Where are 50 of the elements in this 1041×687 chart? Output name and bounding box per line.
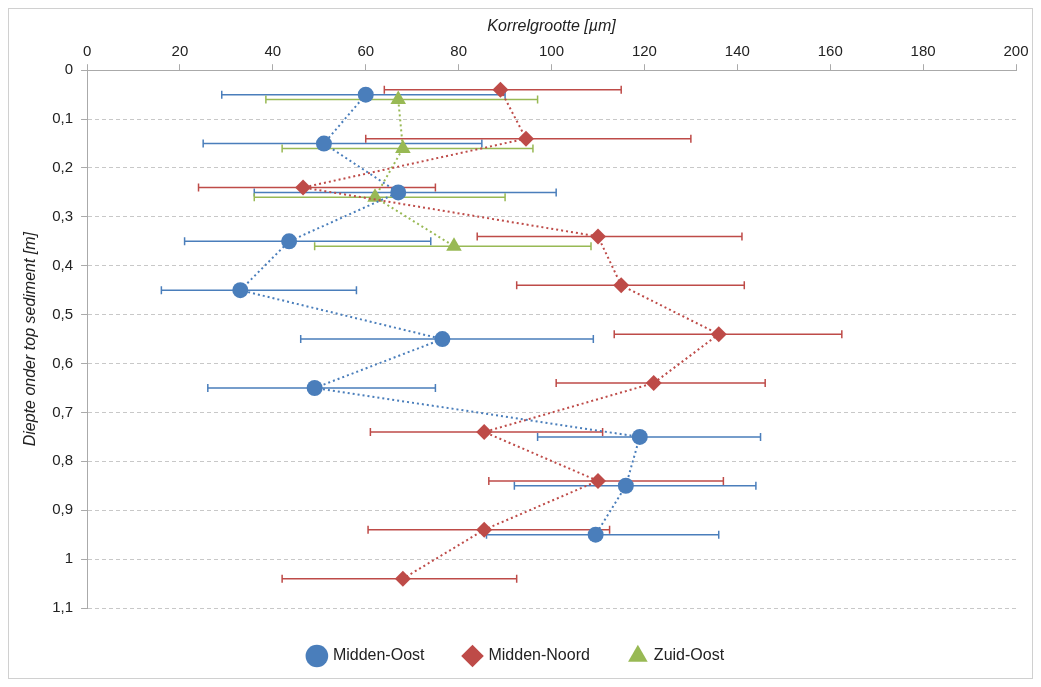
x-tick-label: 200: [1003, 42, 1029, 60]
x-tick-label: 60: [357, 42, 375, 60]
x-tick-label: 40: [264, 42, 282, 60]
point: [295, 179, 312, 196]
point: [306, 379, 323, 396]
legend-label: Midden-Oost: [332, 646, 426, 664]
y-tick-label: 0,4: [52, 255, 74, 273]
point: [315, 135, 332, 152]
x-tick-label: 160: [817, 42, 843, 60]
point: [589, 472, 606, 489]
y-tick-label: 0,5: [52, 304, 74, 322]
point: [394, 570, 411, 587]
y-tick-label: 1: [64, 549, 74, 567]
x-tick-label: 80: [450, 42, 467, 60]
point: [476, 521, 493, 538]
point: [476, 423, 493, 440]
point: [434, 331, 451, 348]
y-tick-label: 0,3: [52, 207, 74, 225]
x-tick-label: 100: [539, 42, 565, 60]
y-tick-label: 0,8: [52, 451, 74, 469]
x-axis-title: Korrelgrootte [µm]: [487, 17, 617, 35]
point: [492, 81, 509, 98]
point: [613, 277, 630, 294]
y-tick-label: 0,2: [52, 158, 74, 176]
point: [232, 282, 249, 299]
legend-label: Midden-Noord: [488, 646, 590, 664]
y-tick-label: 0,6: [52, 353, 74, 371]
point: [617, 477, 634, 494]
y-tick-label: 0,7: [52, 402, 74, 420]
point: [357, 86, 374, 103]
legend-label: Zuid-Oost: [653, 646, 725, 664]
x-tick-label: 120: [631, 42, 657, 60]
y-tick-label: 0: [64, 60, 74, 78]
point: [390, 90, 407, 105]
point: [587, 526, 604, 543]
x-tick-label: 180: [910, 42, 936, 60]
y-tick-label: 0,9: [52, 500, 74, 518]
point: [390, 184, 407, 201]
point: [645, 375, 662, 392]
point: [517, 130, 534, 147]
point: [281, 233, 298, 250]
x-tick-label: 0: [82, 42, 92, 60]
point: [589, 228, 606, 245]
point: [631, 428, 648, 445]
y-tick-label: 0,1: [52, 109, 74, 127]
point: [710, 326, 727, 343]
x-tick-label: 140: [724, 42, 750, 60]
y-tick-label: 1,1: [52, 598, 74, 616]
x-tick-label: 20: [171, 42, 189, 60]
y-axis-title: Diepte onder top sediment [m]: [21, 231, 39, 447]
